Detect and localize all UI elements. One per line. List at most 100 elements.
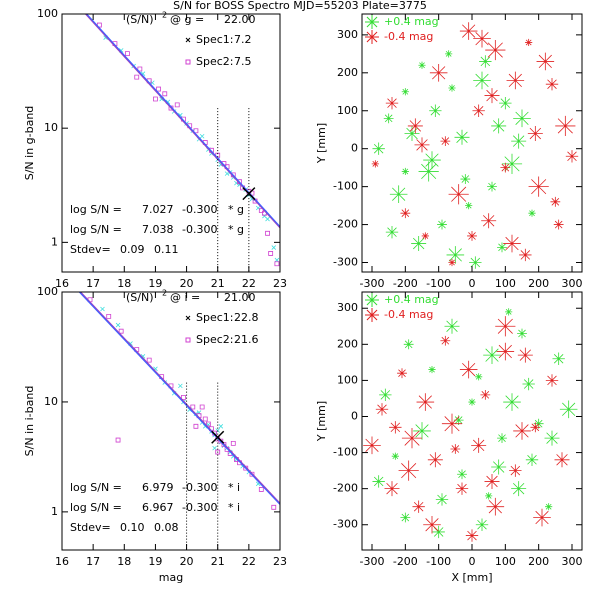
fiber-point (497, 242, 507, 253)
x-tick-label: 17 (86, 555, 100, 568)
fit-suffix: * i (228, 481, 240, 494)
fiber-point (401, 88, 409, 96)
x-tick-label: 19 (148, 277, 162, 290)
fiber-point (400, 512, 411, 523)
data-point (212, 445, 217, 451)
band-mag: 22.00 (224, 13, 256, 26)
y-tick-label: 0 (351, 142, 358, 155)
fiber-point (389, 185, 408, 204)
fiber-point (503, 393, 521, 411)
y-tick-label: -100 (333, 446, 358, 459)
fiber-point (483, 346, 501, 364)
fit-intercept: 6.967 (142, 501, 174, 514)
fiber-point (503, 234, 521, 253)
fiber-point (480, 389, 491, 400)
data-point (115, 437, 121, 443)
data-point (199, 133, 205, 139)
x-tick-label: -100 (426, 555, 451, 568)
y-tick-label: 300 (337, 28, 358, 41)
fiber-point (450, 444, 461, 454)
fiber-point (427, 452, 443, 468)
legend-label: Spec1: (196, 33, 234, 46)
fiber-point (403, 339, 414, 350)
y-axis-label: Y [mm] (315, 123, 328, 164)
y-axis-label: Y [mm] (315, 401, 328, 442)
fiber-point (500, 162, 511, 173)
fiber-point (530, 422, 541, 433)
fiber-point (545, 77, 559, 91)
data-point (218, 424, 224, 429)
fiber-point (435, 493, 449, 506)
legend-marker (185, 315, 191, 321)
fiber-point (485, 39, 506, 61)
fit-intercept: 6.979 (142, 481, 174, 494)
stdev-value: 0.11 (154, 243, 179, 256)
fiber-point (555, 115, 576, 137)
fiber-point (536, 52, 555, 71)
fit-line (85, 14, 280, 228)
plot-area (78, 292, 280, 550)
data-point (178, 383, 183, 389)
fiber-point (487, 181, 497, 192)
data-point (215, 449, 221, 455)
data-point (230, 440, 236, 446)
data-point (106, 313, 112, 319)
fiber-point (511, 481, 527, 497)
fiber-point (363, 436, 381, 455)
x-tick-label: 0 (469, 277, 476, 290)
x-tick-label: 16 (55, 555, 69, 568)
x-tick-label: -200 (393, 555, 418, 568)
fit-intercept: 7.038 (142, 223, 174, 236)
snr2-value: 22.8 (234, 311, 259, 324)
fiber-point (448, 258, 456, 267)
stdev-label: Stdev= (70, 243, 111, 256)
fiber-point (486, 497, 505, 516)
fiber-point (475, 373, 483, 381)
fiber-point (506, 71, 525, 90)
plot-frame (61, 291, 281, 551)
fiber-point (448, 84, 456, 92)
legend-label: Spec2: (196, 55, 234, 68)
legend-marker (365, 15, 379, 29)
band-exp: 2 (162, 11, 167, 20)
fit-slope: -0.300 (182, 223, 217, 236)
x-axis-label: mag (159, 571, 183, 584)
y-tick-label: -200 (333, 218, 358, 231)
snr2-value: 7.2 (234, 33, 252, 46)
fiber-point (501, 153, 523, 174)
fiber-point (545, 503, 553, 511)
fiber-point (484, 473, 500, 489)
fiber-point (525, 38, 533, 47)
x-tick-label: 22 (242, 277, 256, 290)
y-axis-label: S/N in i-band (23, 386, 36, 457)
fiber-point (423, 515, 441, 534)
fiber-point (517, 347, 533, 363)
data-point (199, 404, 205, 410)
fiber-point (497, 433, 507, 444)
fiber-point (459, 360, 478, 379)
fiber-point (440, 335, 451, 346)
fiber-point (509, 464, 522, 477)
fiber-point (411, 236, 427, 252)
fiber-point (475, 518, 489, 531)
x-tick-label: 20 (180, 555, 194, 568)
data-point (265, 230, 270, 236)
data-point (202, 416, 208, 422)
legend-marker (185, 37, 191, 43)
fiber-point (479, 55, 492, 68)
x-tick-label: -200 (393, 277, 418, 290)
fiber-point (496, 342, 515, 361)
fiber-point (437, 219, 447, 230)
x-tick-label: 200 (528, 555, 549, 568)
data-point (265, 216, 270, 222)
figure-title: S/N for BOSS Spectro MJD=55203 Plate=377… (173, 0, 427, 12)
fiber-point (371, 160, 379, 168)
fiber-point (385, 225, 399, 239)
x-tick-label: 21 (211, 277, 225, 290)
fiber-point (372, 142, 385, 155)
target-marker (211, 430, 225, 444)
legend-marker (365, 30, 379, 44)
x-tick-label: -300 (360, 277, 385, 290)
fiber-point (559, 400, 578, 419)
